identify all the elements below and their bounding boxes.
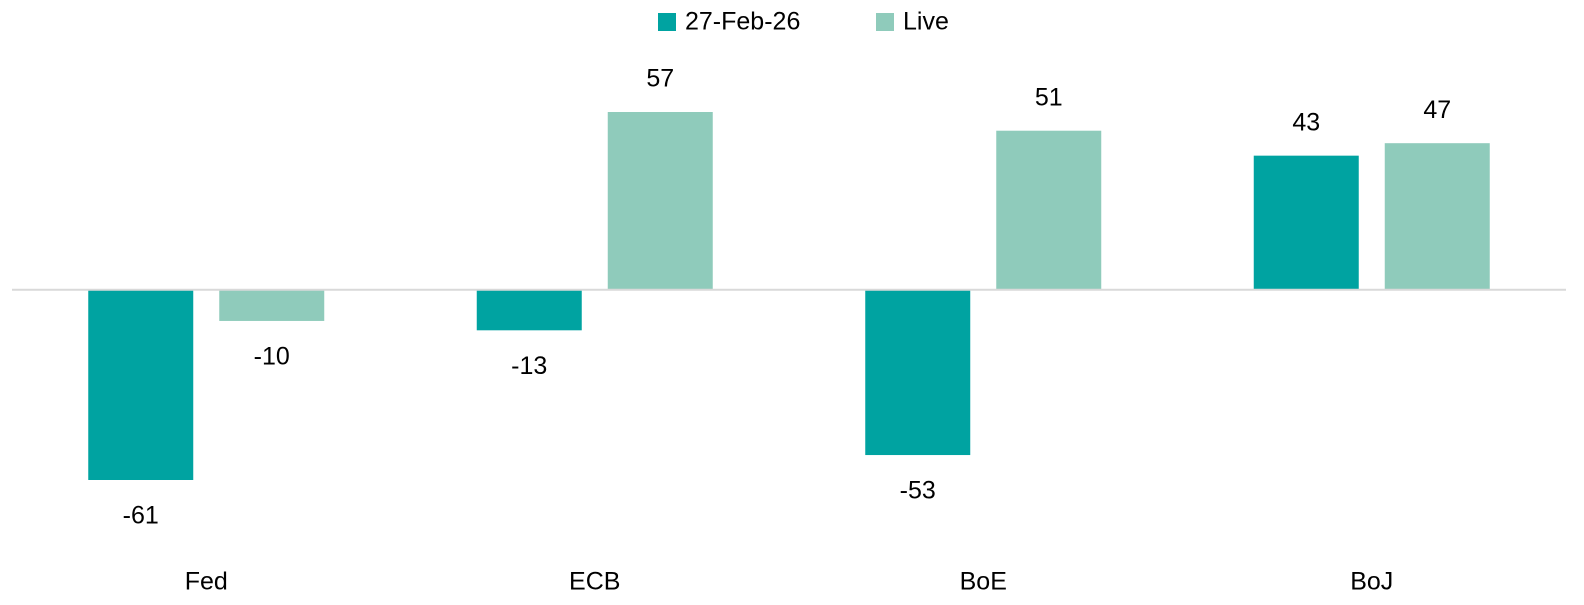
bar bbox=[865, 289, 971, 456]
data-label: -13 bbox=[511, 352, 547, 380]
data-label: -10 bbox=[254, 343, 290, 371]
data-label: -61 bbox=[123, 502, 159, 530]
bar bbox=[996, 130, 1102, 290]
data-label: -53 bbox=[900, 477, 936, 505]
data-label: 57 bbox=[646, 65, 674, 93]
bar bbox=[476, 289, 582, 331]
bar bbox=[1384, 143, 1490, 290]
legend-swatch bbox=[876, 13, 894, 31]
bar bbox=[607, 112, 713, 290]
bar bbox=[219, 289, 325, 321]
data-label: 51 bbox=[1035, 83, 1063, 111]
data-label: 47 bbox=[1423, 96, 1451, 124]
x-tick-label: BoJ bbox=[1350, 568, 1393, 596]
bar bbox=[88, 289, 194, 480]
x-tick-label: Fed bbox=[185, 568, 228, 596]
legend-swatch bbox=[658, 13, 676, 31]
x-tick-label: BoE bbox=[960, 568, 1007, 596]
data-label: 43 bbox=[1292, 108, 1320, 136]
bar bbox=[1253, 155, 1359, 290]
legend-label: 27-Feb-26 bbox=[685, 8, 800, 36]
legend-label: Live bbox=[903, 8, 949, 36]
x-tick-label: ECB bbox=[569, 568, 620, 596]
